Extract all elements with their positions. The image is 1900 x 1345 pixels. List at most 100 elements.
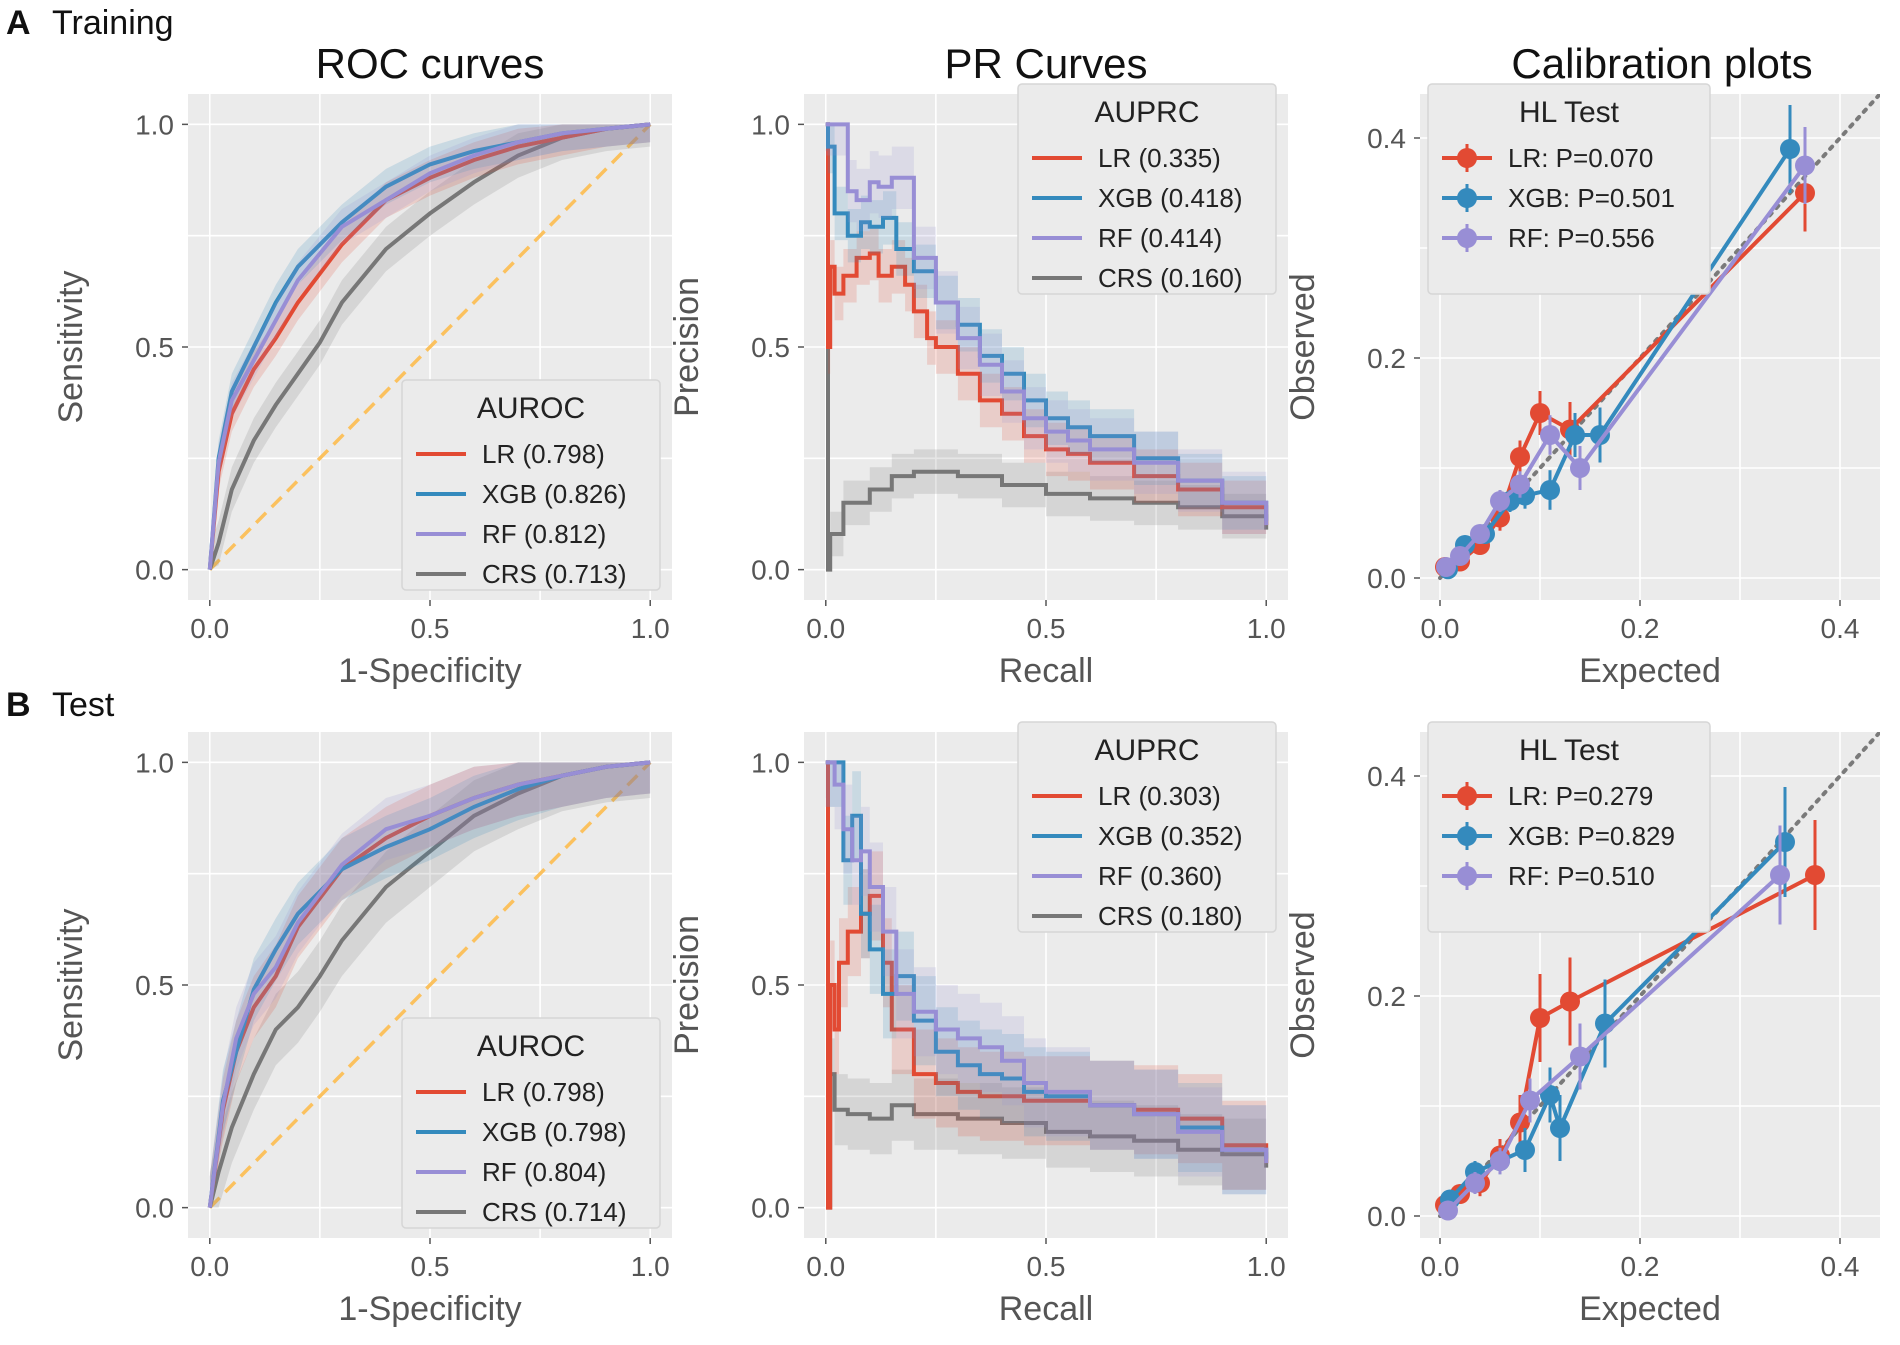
y-tick-label: 0.5 [751,970,790,1001]
data-point-rf [1570,1046,1590,1067]
plot-area [1435,732,1880,1221]
panel-pr-training: 0.0 0.5 1.0 0.0 0.5 1.0 Recall Precision AUPRC LR… [668,83,1288,690]
legend-label-lr: LR (0.335) [1098,143,1221,173]
legend: AUPRC LR (0.335) XGB (0.418) RF (0.414) CRS … [1017,83,1277,295]
y-tick-label: 0.0 [751,1193,790,1224]
plot-area [207,760,652,1209]
y-tick-label: 0.0 [135,1193,174,1224]
legend-label-xgb: XGB (0.826) [482,479,627,509]
legend-label-rf: RF (0.360) [1098,861,1222,891]
y-tick-label: 0.2 [1367,981,1406,1012]
data-point-rf [1520,1090,1540,1111]
legend-title: AUROC [477,392,585,425]
legend-label-crs: CRS (0.713) [482,559,627,589]
data-point-rf [1438,1200,1458,1221]
legend-label-crs: CRS (0.160) [1098,263,1243,293]
panel-roc-test: 0.0 0.5 1.0 0.0 0.5 1.0 1-Specificity Sensitivi… [52,732,672,1328]
legend-label-crs: CRS (0.714) [482,1197,627,1227]
series-line-crs [825,122,1269,572]
y-tick-label: 0.2 [1367,343,1406,374]
x-tick-label: 1.0 [1247,613,1286,644]
x-axis-title: Expected [1579,1290,1721,1328]
row-a-letter: A [6,4,31,42]
legend-label-xgb: XGB (0.352) [1098,821,1243,851]
data-point-lr [1805,865,1825,885]
legend-label-xgb: XGB (0.798) [482,1117,627,1147]
series-line-crs [207,122,651,571]
legend-label-rf: RF (0.812) [482,519,606,549]
y-axis-title: Sensitivity [52,270,90,423]
y-tick-label: 1.0 [135,747,174,778]
data-point-lr [1510,447,1530,467]
confidence-band-rf [209,762,651,1208]
legend: HL Test LR: P=0.070 XGB: P=0.501 RF: P=0.55… [1427,83,1711,295]
data-point-xgb [1540,480,1560,500]
x-axis-title: Recall [999,652,1093,690]
y-tick-label: 0.0 [751,555,790,586]
series-line-rf [825,122,1269,526]
series-line-rf [825,760,1269,1164]
legend-box [1017,721,1277,933]
plot-area [825,760,1269,1210]
data-point-rf [1450,546,1470,566]
plot-area [207,122,652,571]
column-title-pr: PR Curves [944,40,1147,87]
confidence-band-rf [825,124,1267,557]
x-tick-label: 0.0 [1421,1251,1460,1282]
legend-title: AUPRC [1094,734,1199,767]
y-tick-label: 0.5 [751,332,790,363]
legend-label-rf: RF (0.804) [482,1157,606,1187]
legend-label-crs: CRS (0.180) [1098,901,1243,931]
legend-box [1427,83,1711,295]
panel-cal-test: 0.0 0.2 0.4 0.0 0.2 0.4 Expected Observed HL Tes… [1284,721,1880,1328]
x-tick-label: 0.5 [411,1251,450,1282]
confidence-band-crs [825,762,1267,1208]
legend-label-lr: LR: P=0.070 [1508,143,1653,173]
y-tick-label: 0.0 [135,555,174,586]
legend-label-xgb: XGB: P=0.829 [1508,821,1675,851]
legend-label-rf: RF (0.414) [1098,223,1222,253]
data-point-lr [1560,991,1580,1012]
confidence-band-lr [209,762,651,1208]
column-title-calibration: Calibration plots [1511,40,1812,87]
data-point-rf [1540,425,1560,445]
data-point-xgb [1590,425,1610,445]
legend: AUROC LR (0.798) XGB (0.798) RF (0.804) CRS … [401,1017,661,1229]
x-tick-label: 0.5 [1027,613,1066,644]
x-tick-label: 1.0 [631,613,670,644]
panel-roc-training: 0.0 0.5 1.0 0.0 0.5 1.0 1-Specificity Sensitivi… [52,94,672,690]
data-point-rf [1436,557,1456,577]
y-axis-title: Precision [668,277,706,417]
data-point-xgb [1780,139,1800,159]
reference-diagonal [208,123,652,571]
x-tick-label: 1.0 [1247,1251,1286,1282]
x-tick-label: 0.0 [806,613,845,644]
row-b-letter: B [6,686,31,724]
x-tick-label: 0.0 [806,1251,845,1282]
plot-area [825,122,1269,572]
x-tick-label: 0.2 [1621,613,1660,644]
y-tick-label: 1.0 [751,109,790,140]
data-point-rf [1770,865,1790,885]
y-axis-title: Observed [1284,273,1322,420]
y-axis-title: Precision [668,915,706,1055]
legend-box [1427,721,1711,933]
data-point-xgb [1565,425,1585,445]
row-a-name: Training [52,4,174,42]
x-tick-label: 0.4 [1821,613,1860,644]
legend: AUROC LR (0.798) XGB (0.826) RF (0.812) CRS … [401,379,661,591]
y-axis-title: Sensitivity [52,908,90,1061]
legend-label-xgb: XGB: P=0.501 [1508,183,1675,213]
legend-box [401,1017,661,1229]
x-tick-label: 0.0 [190,1251,229,1282]
x-axis-title: Expected [1579,652,1721,690]
y-tick-label: 1.0 [751,747,790,778]
data-point-xgb [1540,1085,1560,1105]
data-point-rf [1465,1173,1485,1193]
legend-label-lr: LR (0.798) [482,1077,605,1107]
data-point-xgb [1595,1013,1615,1034]
y-tick-label: 0.0 [1367,1201,1406,1232]
legend-label-lr: LR (0.798) [482,439,605,469]
legend-title: AUPRC [1094,96,1199,129]
